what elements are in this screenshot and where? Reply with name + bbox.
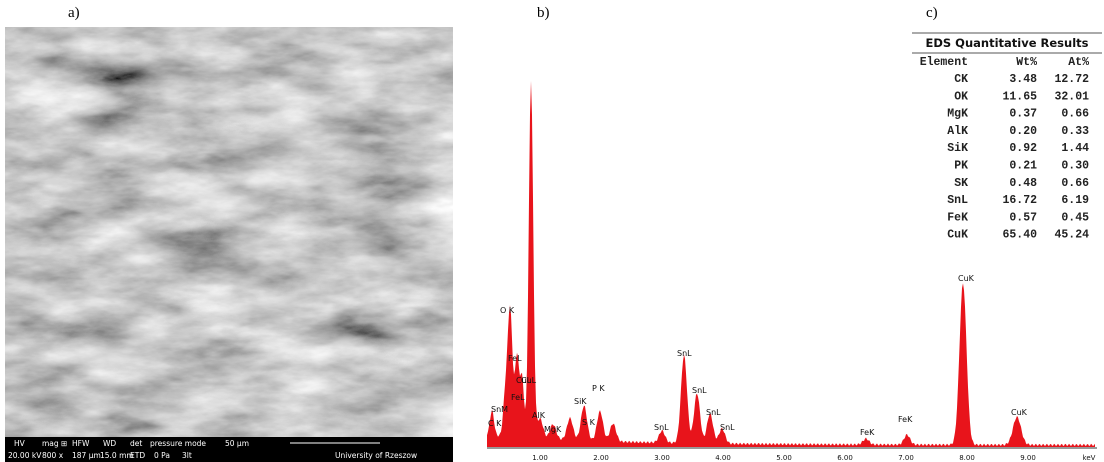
table-cell: 45.24 [1054,229,1089,242]
info-value: 0 Pa [154,451,170,460]
column-header: Element [920,56,968,69]
info-value: 187 µm [72,451,101,460]
info-value: 20.00 kV [8,451,42,460]
info-header: HV [14,439,26,448]
info-header: pressure mode [150,439,206,448]
panel-label: c) [926,5,938,21]
panel-c: c) EDS Quantitative Results Element Wt% At… [912,5,1102,242]
x-tick-label: 8.00 [959,454,975,462]
table-cell: 65.40 [1002,229,1037,242]
x-tick-label: 7.00 [898,454,914,462]
peak-label: CuL [516,376,532,385]
peak-label: CuK [1011,408,1028,417]
table-cell: 0.45 [1061,211,1089,224]
table-cell: FeK [947,211,968,224]
table-cell: AlK [947,125,968,138]
table-cell: 0.66 [1061,177,1089,190]
panel-b: b) C K SnM O K FeL CuL FeL CuL MgK AlK SiK P K S K S… [487,5,1097,462]
panel-label: b) [537,5,550,21]
peak-label: C K [488,419,502,428]
x-tick-label: 1.00 [532,454,548,462]
peak-label: MgK [544,425,562,434]
table-cell: 0.30 [1061,160,1089,173]
info-header: 50 µm [225,439,249,448]
x-tick-label: keV [1083,454,1096,462]
info-bar [5,437,453,462]
table-cell: 0.57 [1009,211,1037,224]
peak-label: CuL [521,376,537,385]
peak-label: SnL [654,423,669,432]
info-value: ETD [130,451,145,460]
table-cell: SiK [947,142,968,155]
peak-label: FeK [898,415,913,424]
table-cell: PK [954,160,968,173]
x-tick-label: 6.00 [837,454,853,462]
panel-label: a) [68,5,80,21]
peak-label: SnL [720,423,735,432]
table-cell: 0.66 [1061,108,1089,121]
column-header: At% [1068,56,1089,69]
peak-label: FeK [860,428,875,437]
x-tick-label: 2.00 [593,454,609,462]
info-value: 800 x [42,451,64,460]
peak-label: SnM [491,405,508,414]
x-tick-label: 3.00 [654,454,670,462]
table-title: EDS Quantitative Results [925,36,1088,50]
x-tick-label: 9.00 [1020,454,1036,462]
info-header: HFW [72,439,90,448]
table-cell: 3.48 [1009,73,1037,86]
info-value: 15.0 mm [100,451,134,460]
peak-label: O K [500,306,515,315]
sem-texture [5,27,453,437]
table-cell: 16.72 [1002,194,1037,207]
table-cell: MgK [947,108,968,121]
table-cell: 0.48 [1009,177,1037,190]
table-cell: 0.21 [1009,160,1037,173]
peak-label: SnL [692,386,707,395]
column-header: Wt% [1016,56,1037,69]
table-cell: CuK [947,229,968,242]
info-header: det [130,439,142,448]
peak-label: SnL [677,349,692,358]
table-cell: 32.01 [1054,90,1089,103]
peak-label: AlK [532,411,546,420]
table-cell: 0.33 [1061,125,1089,138]
x-tick-label: 4.00 [715,454,731,462]
table-cell: SK [954,177,968,190]
table-cell: 0.92 [1009,142,1037,155]
info-value: University of Rzeszow [335,451,417,460]
peak-label: S K [582,418,596,427]
table-cell: 0.37 [1009,108,1037,121]
table-cell: 11.65 [1002,90,1037,103]
peak-label: SnL [706,408,721,417]
x-tick-label: 5.00 [776,454,792,462]
panel-a: a) HV mag ⊞ HFW WD det pressure mode 50 µm 20.0… [5,5,453,462]
table-cell: OK [954,90,968,103]
peak-label: CuK [958,274,975,283]
table-cell: 1.44 [1061,142,1089,155]
table-cell: CK [954,73,968,86]
table-cell: 12.72 [1054,73,1089,86]
spectrum [487,80,1095,448]
table-cell: 0.20 [1009,125,1037,138]
table-cell: SnL [947,194,968,207]
info-header: mag ⊞ [42,439,67,448]
peak-label: FeL [508,354,522,363]
peak-label: SiK [574,397,587,406]
peak-label: P K [592,384,605,393]
info-value: 3lt [182,451,192,460]
table-cell: 6.19 [1061,194,1089,207]
peak-label: FeL [511,393,525,402]
info-header: WD [103,439,116,448]
